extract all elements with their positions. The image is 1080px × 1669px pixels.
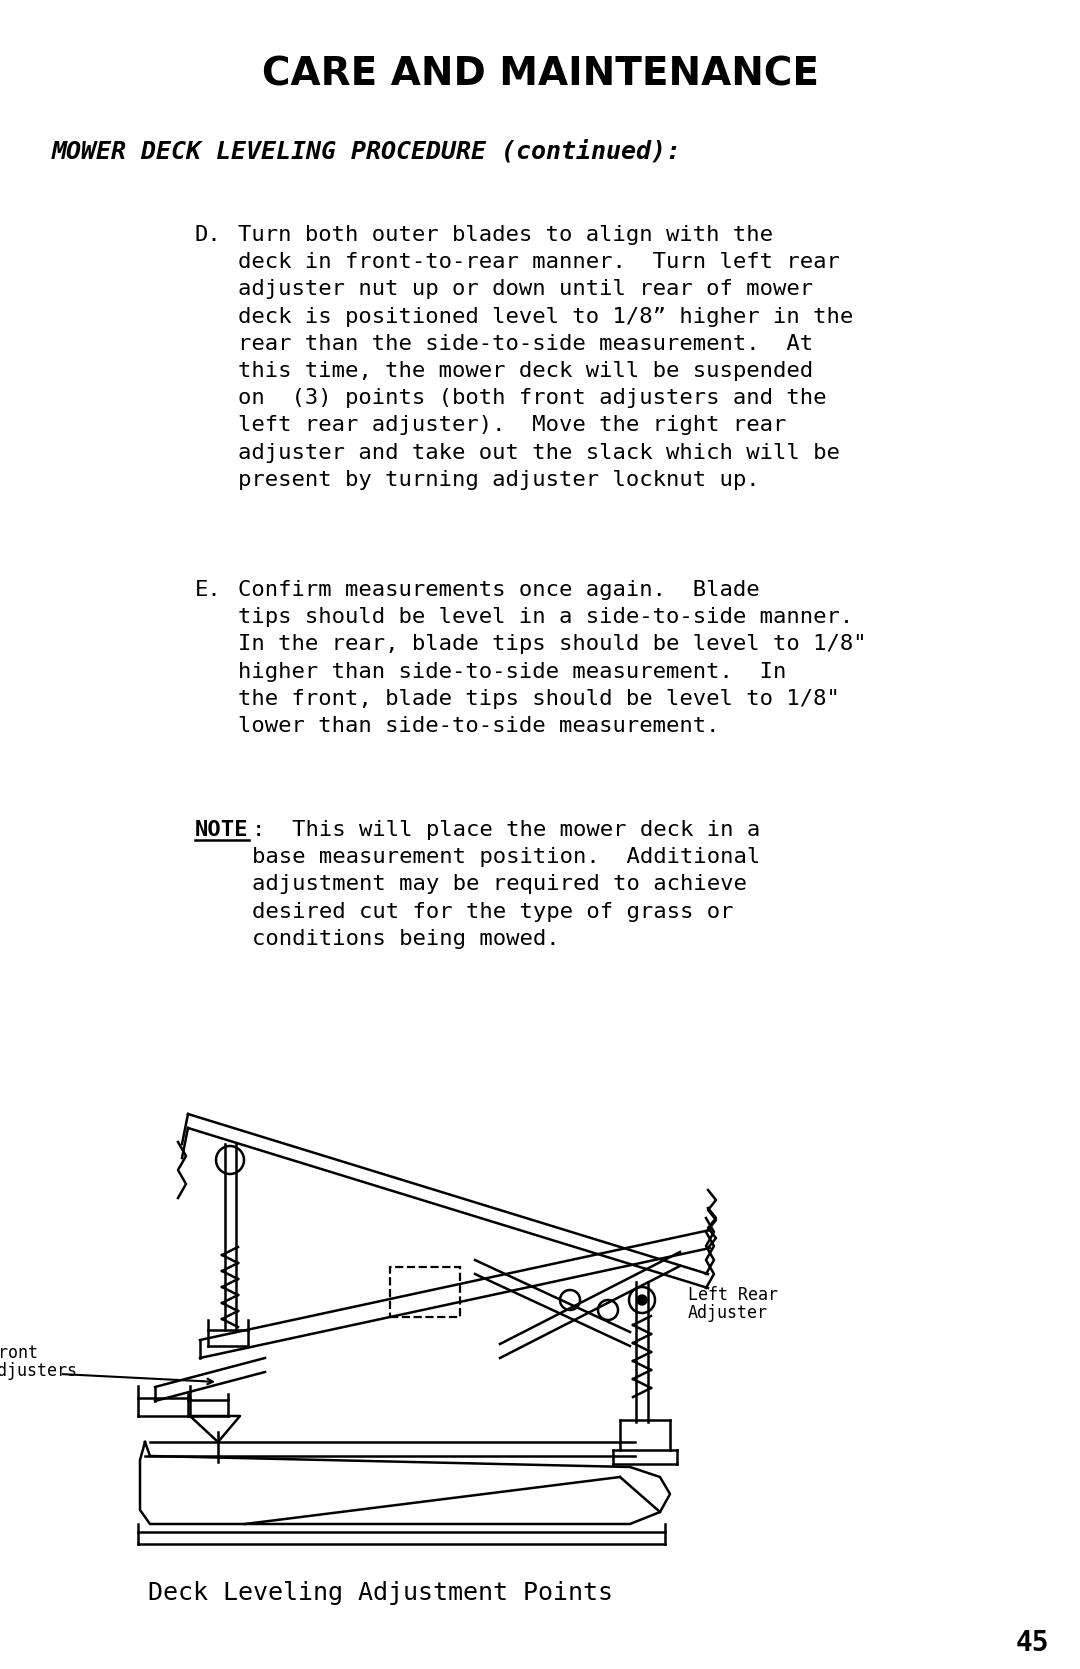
Text: D.: D. [195,225,221,245]
Text: :  This will place the mower deck in a
base measurement position.  Additional
ad: : This will place the mower deck in a ba… [252,819,760,948]
Text: CARE AND MAINTENANCE: CARE AND MAINTENANCE [261,57,819,93]
Text: 45: 45 [1015,1629,1049,1657]
Text: Front: Front [0,1344,38,1362]
Text: Confirm measurements once again.  Blade
tips should be level in a side-to-side m: Confirm measurements once again. Blade t… [238,581,866,736]
Circle shape [637,1295,647,1305]
Text: MOWER DECK LEVELING PROCEDURE (continued):: MOWER DECK LEVELING PROCEDURE (continued… [52,140,681,164]
Text: Left Rear: Left Rear [688,1287,778,1303]
Text: Deck Leveling Adjustment Points: Deck Leveling Adjustment Points [148,1581,612,1606]
Text: Adjuster: Adjuster [688,1303,768,1322]
Text: E.: E. [195,581,221,599]
Text: NOTE: NOTE [195,819,248,840]
Bar [390,1267,460,1317]
Text: Adjusters: Adjusters [0,1362,78,1380]
Text: Turn both outer blades to align with the
deck in front-to-rear manner.  Turn lef: Turn both outer blades to align with the… [238,225,853,489]
